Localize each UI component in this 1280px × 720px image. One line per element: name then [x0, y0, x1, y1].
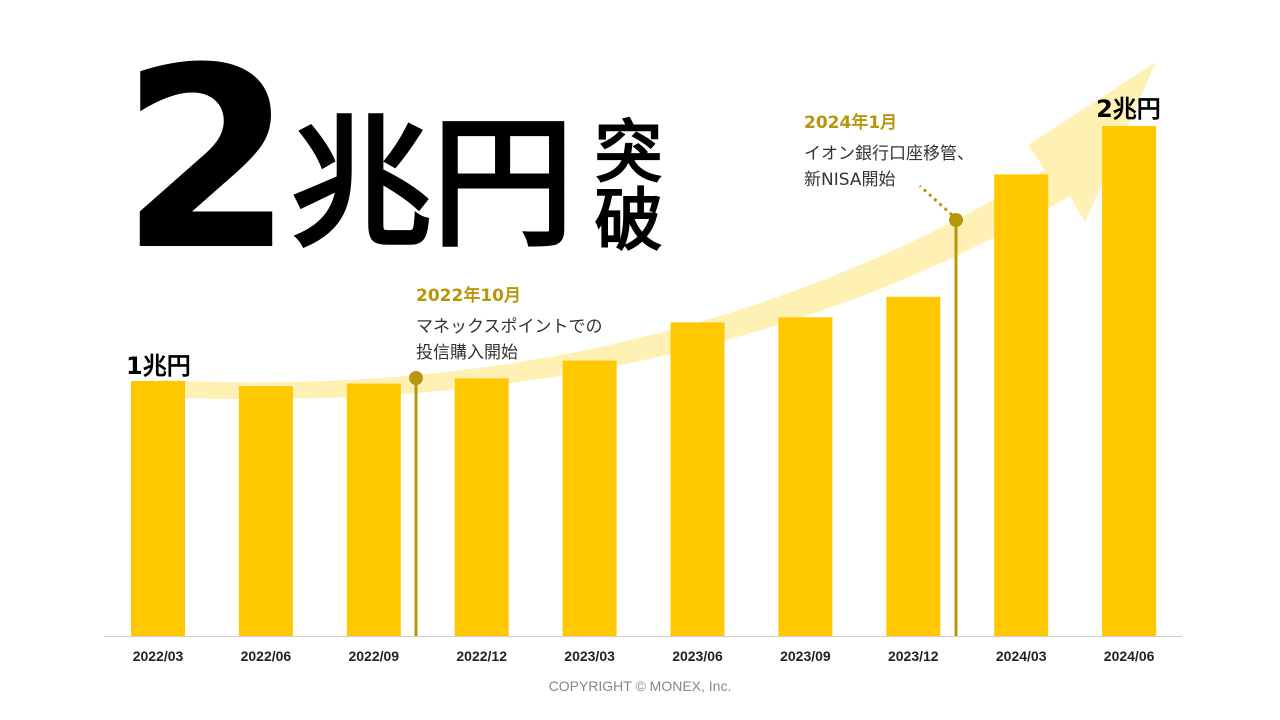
bar-2024/06	[1102, 126, 1157, 636]
tick-label: 2024/06	[1104, 648, 1155, 664]
annotation-2022-10: 2022年10月 マネックスポイントでの 投信購入開始	[416, 281, 603, 366]
headline-unit: 兆円	[289, 102, 574, 267]
annotation-desc-line2: 投信購入開始	[416, 343, 518, 363]
tick-label: 2022/12	[456, 648, 507, 664]
headline-number: 2	[120, 14, 294, 305]
bar-2023/03	[562, 360, 617, 636]
tick-label: 2023/09	[780, 648, 831, 664]
tick-label: 2022/06	[241, 648, 292, 664]
first-bar-label: 1兆円	[126, 352, 191, 380]
tick-label: 2022/09	[348, 648, 399, 664]
last-bar-label: 2兆円	[1096, 95, 1161, 123]
bar-2022/03	[131, 381, 185, 636]
bar-2024/03	[994, 174, 1049, 636]
tick-label: 2024/03	[996, 648, 1047, 664]
annotation-date: 2024年1月	[804, 113, 898, 133]
annotation-date: 2022年10月	[416, 286, 521, 306]
headline-suffix: 突破	[581, 116, 661, 252]
bar-2022/06	[238, 386, 293, 636]
tick-label: 2022/03	[133, 648, 184, 664]
tick-label: 2023/12	[888, 648, 939, 664]
tick-label: 2023/06	[672, 648, 723, 664]
annotation-desc-line1: イオン銀行口座移管、	[804, 144, 974, 164]
copyright-notice: COPYRIGHT © MONEX, Inc.	[548, 678, 732, 694]
event-marker-dot	[409, 371, 423, 385]
bar-2023/09	[778, 317, 833, 637]
annotation-2024-01: 2024年1月 イオン銀行口座移管、 新NISA開始	[804, 108, 974, 193]
headline: 2 兆円 突破	[120, 14, 661, 305]
bar-2022/09	[346, 383, 401, 636]
tick-label: 2023/03	[564, 648, 615, 664]
bar-2023/12	[886, 296, 941, 636]
event-leader-line	[918, 184, 954, 217]
event-marker-dot	[949, 213, 963, 227]
bar-2022/12	[454, 378, 509, 636]
bar-2023/06	[670, 322, 725, 636]
annotation-desc-line2: 新NISA開始	[804, 170, 896, 190]
annotation-desc-line1: マネックスポイントでの	[416, 317, 603, 337]
